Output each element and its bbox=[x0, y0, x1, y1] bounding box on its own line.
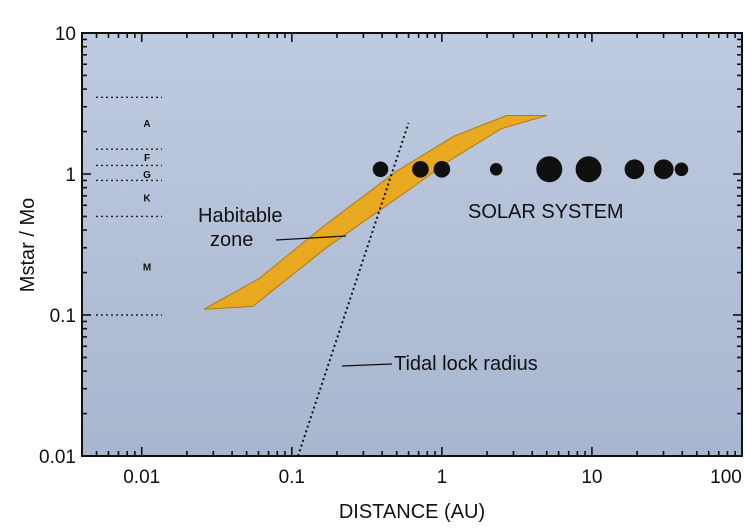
planet-point bbox=[489, 163, 503, 176]
planet-point bbox=[674, 162, 689, 177]
tidal-lock-line bbox=[297, 122, 410, 457]
spectral-class-label: A bbox=[143, 119, 150, 130]
solar-system-label: SOLAR SYSTEM bbox=[468, 201, 624, 223]
habitable-zone-band bbox=[203, 115, 547, 310]
spectral-class-label: M bbox=[143, 263, 151, 274]
habitable-zone-pointer bbox=[275, 235, 347, 241]
tidal-lock-pointer bbox=[341, 363, 393, 367]
tidal-lock-label: Tidal lock radius bbox=[394, 353, 538, 375]
x-axis-label: DISTANCE (AU) bbox=[339, 501, 485, 523]
y-tick-label: 0.01 bbox=[39, 447, 76, 468]
planet-point bbox=[372, 161, 389, 178]
habitable-zone-label: Habitable zone bbox=[198, 205, 283, 251]
x-tick-label: 0.1 bbox=[279, 467, 305, 488]
y-tick-label: 0.1 bbox=[50, 306, 76, 327]
planet-point bbox=[575, 156, 602, 183]
planet-point bbox=[653, 159, 674, 180]
planet-point bbox=[433, 160, 451, 178]
x-tick-label: 100 bbox=[710, 467, 742, 488]
planet-point bbox=[624, 159, 645, 180]
plot-frame bbox=[81, 32, 743, 457]
spectral-class-label: K bbox=[143, 194, 151, 205]
planet-point bbox=[412, 160, 429, 178]
x-tick-label: 0.01 bbox=[123, 467, 160, 488]
spectral-class-label: F bbox=[144, 153, 150, 164]
planet-point bbox=[536, 156, 563, 183]
y-tick-label: 1 bbox=[65, 165, 76, 186]
spectral-class-label: G bbox=[143, 170, 151, 181]
y-axis-label: Mstar / Mo bbox=[17, 198, 39, 292]
x-tick-label: 10 bbox=[581, 467, 602, 488]
plot-background bbox=[82, 33, 742, 456]
x-tick-label: 1 bbox=[437, 467, 448, 488]
y-tick-label: 10 bbox=[55, 24, 76, 45]
